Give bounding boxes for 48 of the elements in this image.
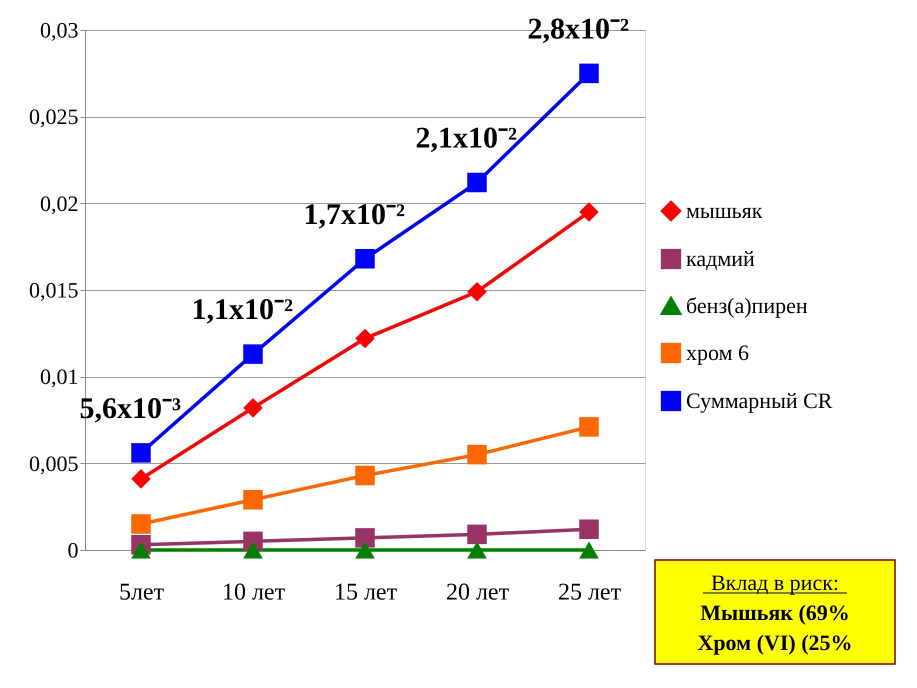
point (467, 524, 487, 544)
y-tick-label: 0,03 (40, 18, 78, 42)
legend-label: мышьяк (686, 198, 763, 223)
y-tick-label: 0,01 (40, 364, 78, 390)
x-tick-label: 10 лет (222, 580, 286, 606)
point (355, 328, 375, 348)
point (243, 542, 263, 558)
point (467, 542, 487, 558)
legend-label: кадмий (686, 246, 756, 271)
point (355, 528, 375, 548)
x-tick-label: 20 лет (446, 580, 510, 606)
annotation: 5,6x10⁻³ (80, 392, 181, 425)
legend-label: Суммарный CR (686, 388, 833, 413)
y-tick-label: 0,02 (40, 190, 78, 216)
annotation: 1,1x10⁻² (192, 293, 293, 326)
point (243, 344, 263, 364)
point (131, 469, 151, 489)
text: Хром (VI) (25% (697, 630, 853, 655)
point (355, 249, 375, 269)
point (579, 542, 599, 558)
point (355, 466, 375, 486)
legend-label: хром 6 (686, 340, 750, 365)
point (467, 444, 487, 464)
y-tick-label: 0,005 (29, 450, 78, 476)
annotation: 2,1x10⁻² (416, 122, 517, 155)
text: Вклад в риск: (710, 570, 840, 595)
x-tick-label: 25 лет (558, 580, 622, 606)
point (467, 172, 487, 192)
legend-label: бенз(а)пирен (686, 293, 808, 318)
point (467, 282, 487, 302)
y-tick-label: 0 (68, 538, 78, 562)
point (243, 490, 263, 510)
x-tick-label: 15 лет (334, 580, 398, 606)
annotation: 2,8x10⁻² (528, 12, 629, 46)
x-tick-label: 5лет (118, 580, 165, 606)
text: Мышьяк (69% (700, 600, 850, 625)
point (131, 514, 151, 534)
point (579, 202, 599, 222)
y-tick-label: 0,015 (29, 278, 78, 302)
y-tick-label: 0,025 (29, 104, 78, 130)
point (131, 443, 151, 463)
point (579, 417, 599, 437)
point (131, 542, 151, 558)
annotation: 1,7x10⁻² (304, 198, 405, 231)
point (579, 64, 599, 84)
point (579, 519, 599, 539)
point (243, 398, 263, 418)
point (355, 542, 375, 558)
